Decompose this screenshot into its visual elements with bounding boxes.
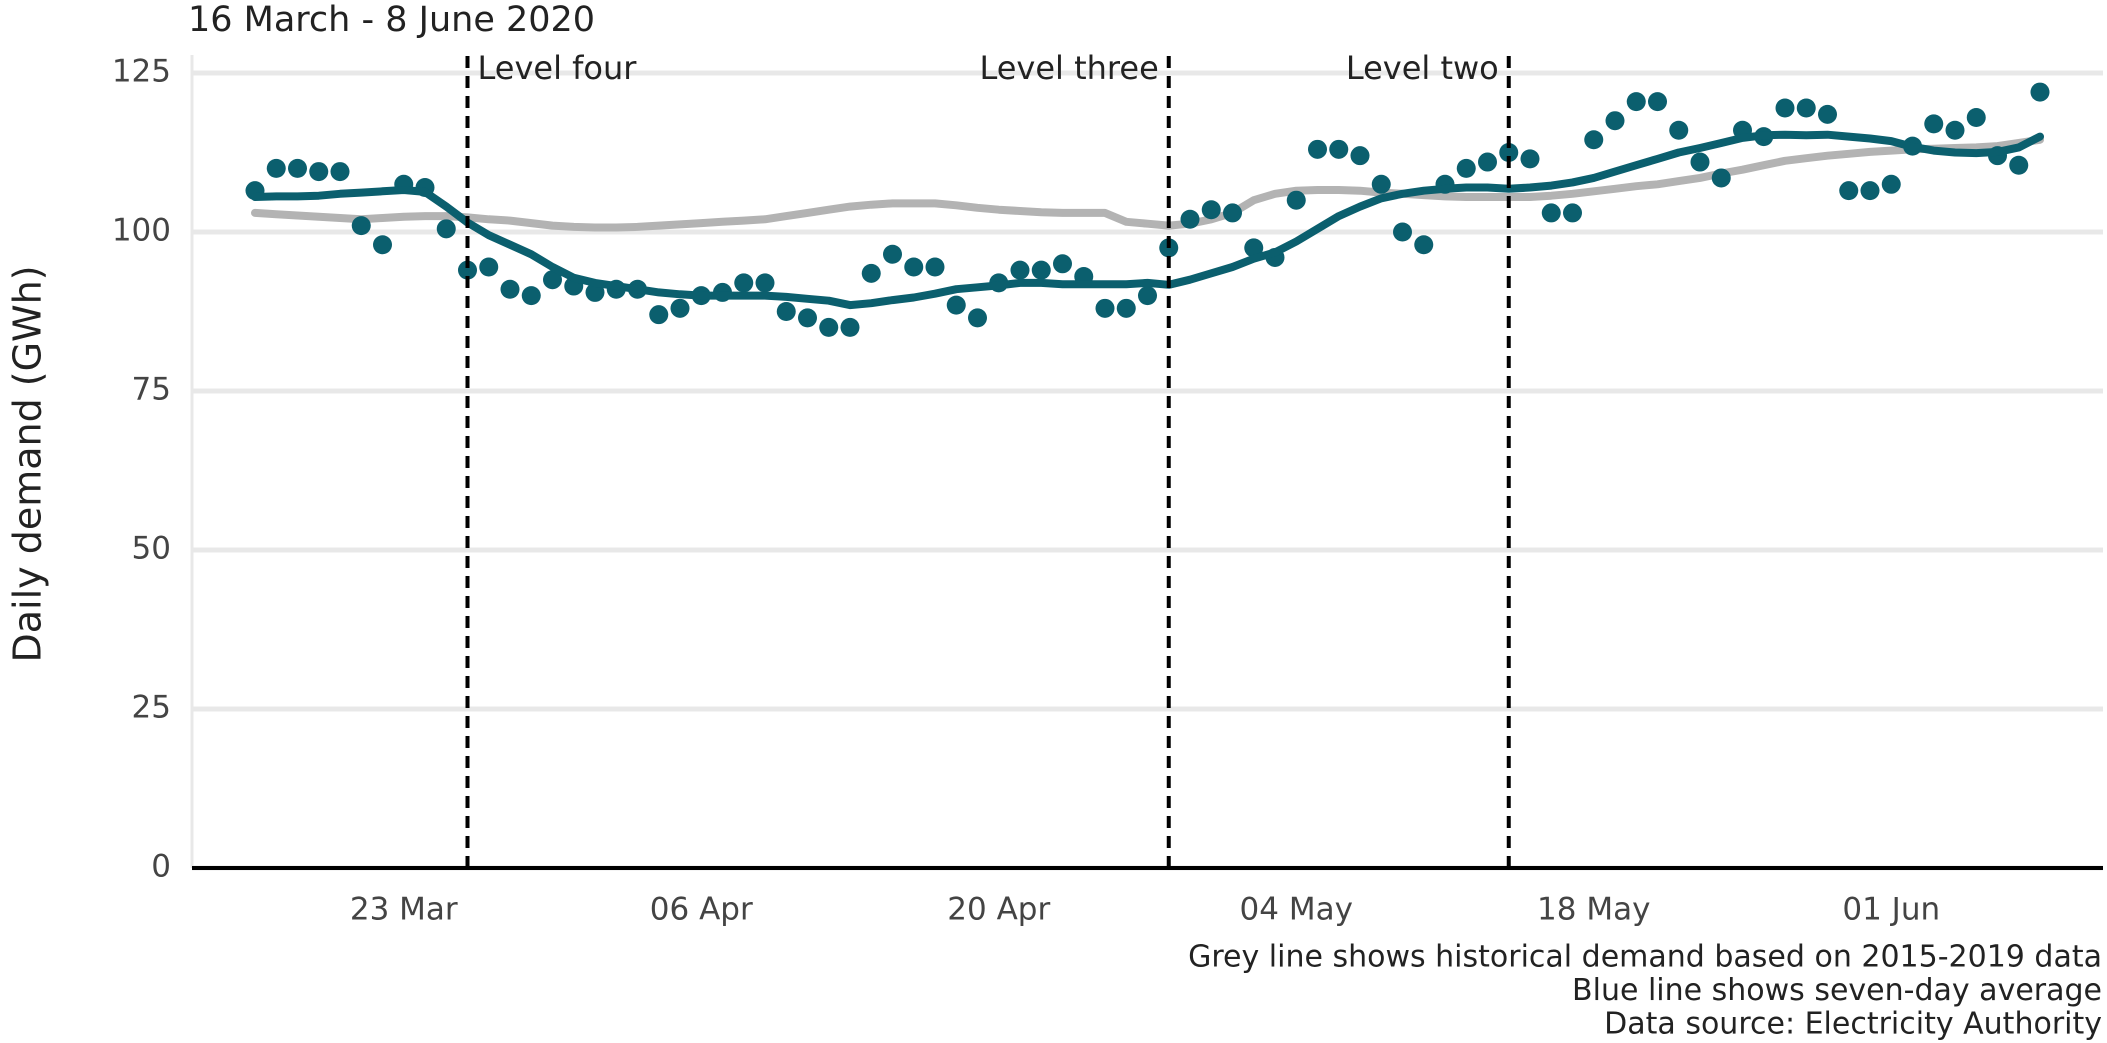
data-point (925, 257, 945, 277)
data-point (2009, 155, 2029, 175)
data-point (755, 273, 775, 293)
data-point (883, 244, 902, 264)
data-point (904, 257, 924, 277)
y-tick-label: 25 (132, 690, 171, 726)
y-tick-label: 50 (132, 531, 171, 567)
x-tick-label: 23 Mar (350, 892, 458, 928)
data-point (1839, 181, 1859, 201)
data-point (1350, 146, 1370, 166)
data-point (1478, 152, 1497, 172)
data-point (1371, 174, 1391, 194)
data-point (351, 216, 371, 236)
data-point (1626, 92, 1646, 112)
data-point (1966, 108, 1986, 128)
data-point (1796, 98, 1816, 118)
data-point (840, 317, 860, 337)
data-point (1053, 254, 1072, 274)
data-point (819, 317, 839, 337)
data-point (1541, 203, 1561, 223)
data-point (1669, 120, 1689, 140)
data-point (1818, 104, 1837, 124)
data-point (1924, 114, 1944, 134)
data-point (1690, 152, 1710, 172)
data-point (1201, 200, 1221, 220)
data-point (266, 158, 286, 178)
x-tick-label: 06 Apr (650, 892, 753, 928)
series-line (251, 130, 2044, 310)
data-point (1414, 235, 1434, 255)
y-tick-label: 75 (132, 372, 171, 408)
data-point (1520, 149, 1540, 169)
data-point (1881, 174, 1901, 194)
data-point (776, 302, 796, 321)
event-label: Level four (478, 49, 638, 87)
data-point (543, 270, 562, 290)
caption: Grey line shows historical demand based … (1188, 940, 2102, 975)
y-axis-label: Daily demand (GWh) (6, 265, 50, 662)
data-point (500, 279, 520, 299)
y-tick-label: 0 (151, 849, 171, 885)
x-tick-label: 04 May (1240, 892, 1353, 928)
data-point (946, 295, 966, 315)
x-tick-label: 20 Apr (947, 892, 1050, 928)
data-point (1648, 92, 1667, 112)
data-point (1329, 139, 1349, 159)
data-point (373, 235, 392, 255)
x-tick-label: 18 May (1537, 892, 1650, 928)
data-point (1393, 222, 1412, 242)
data-point (458, 260, 477, 280)
data-point (2030, 82, 2050, 102)
data-point (1180, 209, 1200, 229)
data-point (479, 257, 499, 277)
data-point (1584, 130, 1604, 150)
data-point (1286, 190, 1306, 210)
data-point (521, 286, 541, 306)
data-point (1116, 298, 1136, 318)
data-point (1860, 181, 1880, 201)
data-point (649, 305, 669, 325)
data-point (1010, 260, 1030, 280)
caption: Data source: Electricity Authority (1604, 1007, 2102, 1042)
data-point (734, 273, 754, 293)
data-point (1308, 139, 1327, 159)
data-point (1711, 168, 1731, 188)
caption: Blue line shows seven-day average (1572, 973, 2102, 1008)
data-point (1456, 158, 1476, 178)
series-line (251, 135, 2044, 232)
data-point (1563, 203, 1582, 223)
data-point (1945, 120, 1965, 140)
data-point (1223, 203, 1242, 223)
data-point (1605, 111, 1625, 131)
data-point (288, 158, 307, 178)
data-point (309, 162, 329, 182)
data-point (1031, 260, 1051, 280)
y-tick-label: 125 (112, 54, 171, 90)
data-point (585, 282, 605, 302)
data-point (1095, 298, 1115, 318)
x-tick-label: 01 Jun (1842, 892, 1940, 928)
chart-title: 16 March - 8 June 2020 (188, 0, 595, 40)
data-point (968, 308, 987, 328)
data-point (1499, 143, 1519, 162)
data-point (670, 298, 690, 318)
data-point (1775, 98, 1795, 118)
data-point (330, 162, 350, 182)
data-point (436, 219, 456, 239)
event-label: Level two (1346, 49, 1499, 87)
data-point (1244, 238, 1264, 258)
data-point (798, 308, 817, 328)
data-point (861, 263, 881, 283)
event-label: Level three (979, 49, 1158, 87)
data-point (1138, 286, 1157, 306)
y-tick-label: 100 (112, 213, 171, 249)
